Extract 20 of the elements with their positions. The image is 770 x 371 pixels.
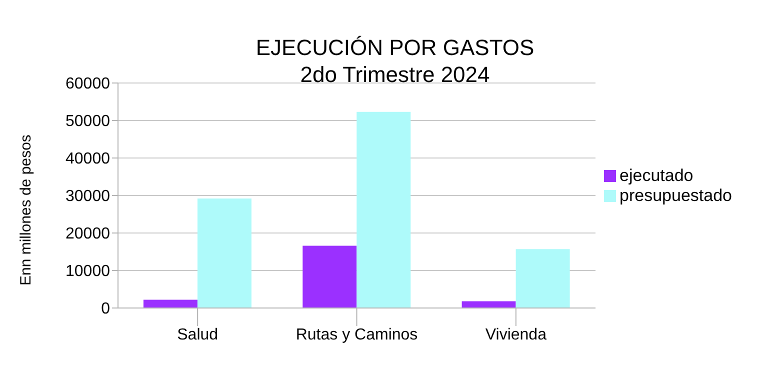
x-tick-label: Rutas y Caminos xyxy=(296,326,418,344)
x-tick-label: Vivienda xyxy=(485,326,547,344)
bar xyxy=(302,246,357,308)
legend-label: presupuestado xyxy=(620,186,732,204)
chart-title: EJECUCIÓN POR GASTOS xyxy=(254,34,536,61)
x-tick-label: Salud xyxy=(177,326,218,344)
y-tick-label: 50000 xyxy=(66,113,110,130)
y-tick-label: 10000 xyxy=(66,263,110,280)
bar xyxy=(197,198,252,308)
y-tick-label: 0 xyxy=(101,300,110,318)
bar xyxy=(143,300,198,308)
y-tick-label: 30000 xyxy=(66,188,110,206)
y-tick-label: 40000 xyxy=(66,150,110,168)
y-tick-label: 20000 xyxy=(66,226,110,243)
chart-subtitle: 2do Trimestre 2024 xyxy=(300,62,490,87)
bar xyxy=(356,112,411,308)
y-tick-label: 60000 xyxy=(66,76,110,93)
bar xyxy=(516,249,570,308)
legend-label: ejecutado xyxy=(620,166,694,184)
y-axis-title: Enn millones de pesos xyxy=(17,134,34,286)
